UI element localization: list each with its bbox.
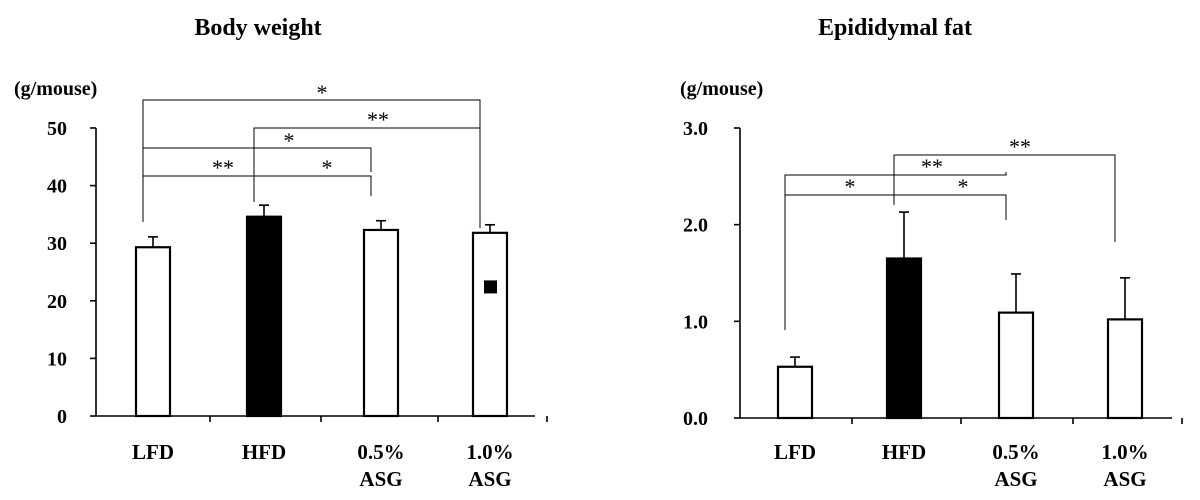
bar (776, 365, 814, 420)
x-category-label: 1.0% ASG (466, 440, 513, 491)
y-axis-unit-label: (g/mouse) (680, 78, 763, 100)
significance-bracket (253, 127, 481, 228)
significance-label: * (322, 155, 333, 180)
y-tick-label: 2.0 (683, 215, 708, 237)
filled-square-marker (484, 280, 497, 294)
chart-1: Body weight (g/mouse) 0 10 20 30 40 50 LFD HFD 0.5… (14, 15, 548, 491)
bar (1106, 318, 1144, 420)
significance-label: * (284, 128, 295, 153)
x-category-label: 0.5% ASG (357, 440, 404, 491)
significance-label: ** (212, 155, 234, 180)
x-category-label: 0.5% ASG (992, 440, 1039, 491)
bar (471, 231, 509, 418)
significance-label: ** (921, 154, 943, 179)
significance-bracket (253, 175, 372, 196)
significance-label: * (317, 80, 328, 105)
y-tick-label: 1.0 (683, 311, 708, 333)
y-tick-label: 30 (47, 233, 67, 255)
y-tick-label: 10 (47, 348, 67, 370)
y-tick-label: 3.0 (683, 118, 708, 140)
significance-bracket (142, 147, 372, 222)
bar (885, 257, 923, 420)
x-category-label: HFD (242, 440, 286, 464)
significance-bracket (893, 154, 1116, 242)
significance-bracket (893, 194, 1007, 220)
y-tick-label: 20 (47, 291, 67, 313)
bar (134, 246, 172, 418)
x-category-label: HFD (882, 440, 926, 464)
significance-bracket (142, 99, 481, 226)
y-axis-unit-label: (g/mouse) (14, 78, 97, 100)
chart-2: Epididymal fat (g/mouse) 0.0 1.0 2.0 3.0 LFD HF… (680, 15, 1183, 491)
x-category-label: 1.0% ASG (1101, 440, 1148, 491)
y-tick-label: 40 (47, 176, 67, 198)
significance-bracket (142, 175, 255, 217)
significance-label: ** (1009, 134, 1031, 159)
significance-label: ** (367, 107, 389, 132)
y-tick-label: 0.0 (683, 408, 708, 430)
significance-label: * (845, 174, 856, 199)
bar (245, 215, 283, 418)
x-category-label: LFD (774, 440, 816, 464)
significance-label: * (958, 174, 969, 199)
bar (997, 311, 1035, 420)
significance-bracket (784, 194, 895, 322)
y-tick-label: 50 (47, 118, 67, 140)
y-tick-label: 0 (57, 406, 67, 428)
bar (362, 228, 400, 418)
chart-title: Epididymal fat (818, 15, 972, 41)
x-category-label: LFD (132, 440, 174, 464)
chart-title: Body weight (194, 15, 321, 41)
